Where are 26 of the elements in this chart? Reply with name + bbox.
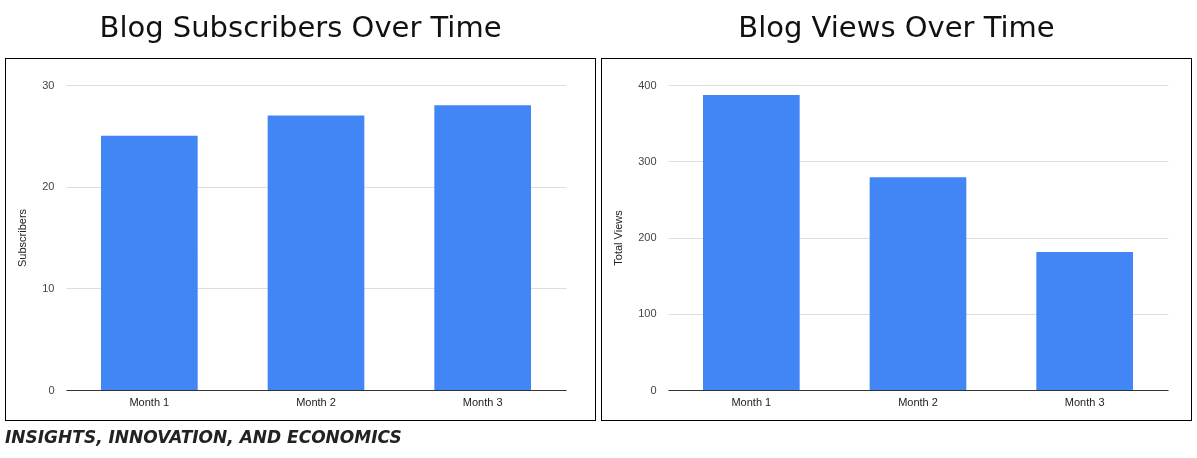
bar [703,94,800,390]
bar [267,115,365,390]
x-tick-label: Month 2 [296,395,336,408]
x-tick-label: Month 1 [731,395,772,408]
y-tick-label: 300 [638,154,657,167]
x-tick-label: Month 2 [898,395,938,408]
chart-title: Blog Subscribers Over Time [98,9,503,46]
y-tick-label: 100 [638,307,657,320]
bar [869,177,967,390]
text: INSIGHTS, INNOVATION, AND ECONOMICS [5,427,403,447]
chart-title: Blog Views Over Time [737,9,1056,46]
bar [1036,251,1133,390]
y-tick-label: 0 [48,383,55,396]
y-tick-label: 400 [638,78,657,91]
y-tick-label: 10 [42,281,55,294]
bar [101,135,198,390]
y-tick-label: 200 [638,231,657,243]
y-axis-title: Subscribers [16,208,29,268]
x-tick-label: Month 3 [462,395,503,408]
bar [434,105,531,390]
y-tick-label: 0 [650,383,657,396]
x-tick-label: Month 1 [129,395,170,408]
x-tick-label: Month 3 [1064,395,1105,408]
y-axis-title: Total Views [612,209,625,266]
y-tick-label: 20 [42,180,55,193]
y-tick-label: 30 [42,78,55,91]
